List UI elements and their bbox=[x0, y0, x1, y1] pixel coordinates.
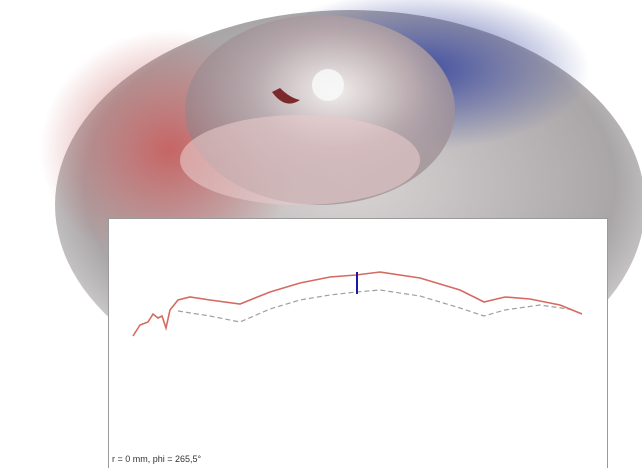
panel-frame bbox=[109, 219, 608, 468]
profile-panel: r = 0 mm, phi = 265,5° bbox=[109, 219, 608, 468]
caption: r = 0 mm, phi = 265,5° bbox=[112, 454, 202, 464]
lower-highlight bbox=[180, 115, 420, 205]
screen: r = 0 mm, phi = 265,5° bbox=[0, 0, 642, 468]
apex bbox=[312, 69, 344, 101]
